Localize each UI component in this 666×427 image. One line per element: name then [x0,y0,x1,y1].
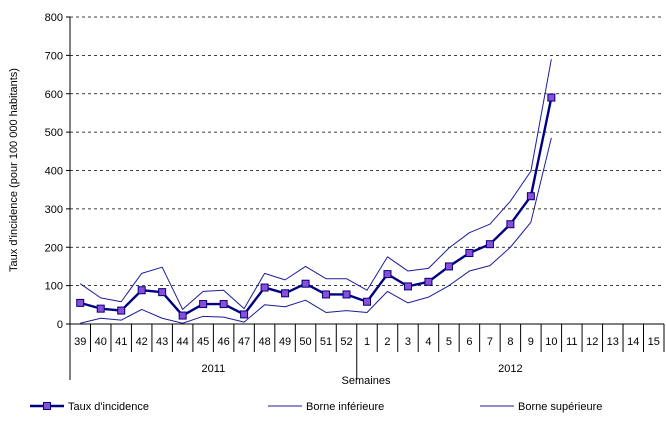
data-point [424,277,433,286]
y-tick-label: 600 [45,89,63,101]
x-tick-label: 15 [648,336,660,348]
year-group-labels: 2011 2012 [202,363,523,375]
data-point [526,192,535,201]
y-tick-label: 300 [45,204,63,216]
x-tick-label: 14 [627,336,639,348]
y-tick-label: 500 [45,127,63,139]
x-tick-label: 46 [217,336,229,348]
y-tick-label: 0 [57,319,63,331]
x-tick-label: 51 [320,336,332,348]
data-point [403,282,412,291]
year-group-label: 2012 [498,363,522,375]
data-point [240,310,249,319]
x-tick-label: 48 [258,336,270,348]
y-tick-labels: 0 100 200 300 400 500 600 700 800 [45,12,63,331]
data-point [342,290,351,299]
x-tick-labels: 39 40 41 42 43 44 45 46 47 48 49 50 51 52 1 2 3 4 5 6 7 8 9 10 1… [74,336,660,348]
series-line-2 [79,59,552,310]
legend-label-1: Borne inférieure [306,401,384,413]
data-point [199,300,208,309]
axes [66,16,665,380]
x-tick-label: 6 [466,336,472,348]
y-tick-label: 200 [45,242,63,254]
data-point [137,286,146,295]
x-tick-label: 47 [238,336,250,348]
data-point [322,290,331,299]
x-tick-label: 49 [279,336,291,348]
y-tick-label: 700 [45,50,63,62]
data-point [547,93,556,102]
x-tick-label: 2 [384,336,390,348]
legend-label-2: Borne supérieure [518,401,602,413]
year-group-label: 2011 [202,363,226,375]
x-tick-label: 8 [507,336,513,348]
x-tick-label: 7 [487,336,493,348]
y-tick-label: 400 [45,166,63,178]
x-tick-label: 44 [177,336,189,348]
data-point [465,249,474,258]
y-tick-label: 800 [45,12,63,24]
data-point [301,279,310,288]
x-tick-label: 52 [340,336,352,348]
legend: Taux d'incidence Borne inférieure Borne su… [30,401,602,413]
data-point [117,306,126,315]
x-tick-label: 42 [136,336,148,348]
x-tick-label: 13 [607,336,619,348]
x-tick-label: 39 [74,336,86,348]
data-point [485,240,494,249]
x-axis-label: Semaines [342,375,391,387]
x-tick-label: 45 [197,336,209,348]
x-tick-label: 50 [299,336,311,348]
x-tick-label: 41 [115,336,127,348]
x-tick-label: 5 [446,336,452,348]
x-tick-label: 4 [425,336,431,348]
y-tick-label: 100 [45,281,63,293]
legend-marker [43,402,51,410]
data-point [444,262,453,271]
data-point [158,288,167,297]
x-tick-label: 11 [566,336,577,348]
y-axis-label: Taux d'incidence (pour 100 000 habitants… [8,68,20,272]
x-tick-label: 43 [156,336,168,348]
data-point [383,270,392,279]
series-lines [76,59,556,324]
data-point [506,220,515,229]
data-point [219,300,228,309]
legend-label-0: Taux d'incidence [68,401,149,413]
x-tick-label: 3 [405,336,411,348]
x-tick-label: 9 [528,336,534,348]
grid-lines [70,16,664,286]
data-point [363,297,371,306]
data-point [260,283,269,292]
data-point [178,311,187,320]
x-tick-label: 12 [586,336,598,348]
x-tick-label: 10 [545,336,557,348]
data-point [281,289,290,298]
x-tick-label: 1 [364,336,370,348]
data-point [96,304,105,313]
data-point [76,298,85,307]
series-line-0 [79,97,553,317]
series-line-1 [80,137,552,324]
x-tick-label: 40 [95,336,107,348]
